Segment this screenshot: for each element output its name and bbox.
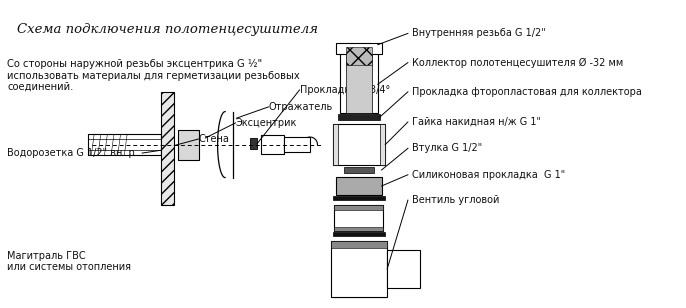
Text: Магитраль ГВС
или системы отопления: Магитраль ГВС или системы отопления: [8, 251, 132, 272]
Bar: [387, 250, 420, 288]
Bar: [331, 241, 387, 248]
Bar: [336, 43, 381, 54]
Bar: [333, 124, 338, 165]
Text: Гайка накидная н/ж G 1": Гайка накидная н/ж G 1": [412, 117, 541, 127]
Text: Прокладка G 3/4°: Прокладка G 3/4°: [300, 85, 390, 95]
Text: Вентиль угловой: Вентиль угловой: [412, 195, 499, 205]
Bar: [333, 197, 386, 200]
Bar: [261, 135, 283, 154]
Text: Силиконовая прокладка  G 1": Силиконовая прокладка G 1": [412, 170, 565, 180]
Bar: [340, 47, 378, 112]
Bar: [283, 137, 310, 152]
Bar: [331, 299, 387, 308]
Bar: [336, 176, 381, 196]
Text: Прокладка фторопластовая для коллектора: Прокладка фторопластовая для коллектора: [412, 87, 641, 97]
Text: Внутренняя резьба G 1/2": Внутренняя резьба G 1/2": [412, 28, 545, 38]
Text: Со стороны наружной резьбы эксцентрика G ½"
использовать материалы для герметиза: Со стороны наружной резьбы эксцентрика G…: [8, 59, 300, 92]
Bar: [334, 205, 383, 209]
Text: Коллектор полотенцесушителя Ø -32 мм: Коллектор полотенцесушителя Ø -32 мм: [412, 58, 623, 68]
Bar: [333, 232, 386, 236]
Text: Втулка G 1/2": Втулка G 1/2": [412, 143, 482, 153]
Bar: [331, 241, 387, 297]
Text: Схема подключения полотенцесушителя: Схема подключения полотенцесушителя: [17, 23, 318, 36]
Text: Эксцентрик: Эксцентрик: [235, 118, 297, 128]
Bar: [379, 124, 386, 165]
Bar: [88, 134, 161, 155]
Bar: [338, 115, 379, 120]
Bar: [346, 47, 372, 65]
Text: Водорозетка G 1/2" вн. р.: Водорозетка G 1/2" вн. р.: [8, 148, 139, 158]
Bar: [334, 227, 383, 231]
Bar: [333, 124, 386, 165]
Text: Стена: Стена: [199, 134, 230, 144]
Bar: [250, 138, 257, 149]
Bar: [334, 205, 383, 231]
Bar: [346, 47, 372, 112]
PathPatch shape: [217, 111, 233, 177]
Text: Отражатель: Отражатель: [268, 102, 333, 112]
Bar: [178, 129, 199, 160]
Bar: [161, 92, 174, 205]
Bar: [344, 167, 374, 173]
